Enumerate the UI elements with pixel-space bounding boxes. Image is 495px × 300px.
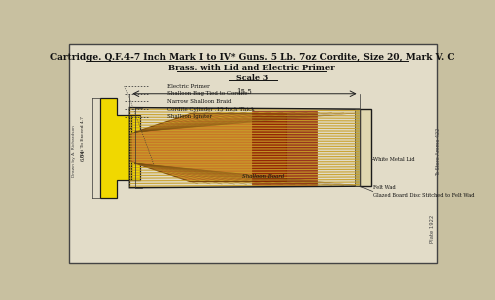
- Text: Drawn by A. Richardson: Drawn by A. Richardson: [72, 126, 76, 177]
- Text: Cartridge. Q.F.4-7 Inch Mark I to IV* Guns. 5 Lb. 7oz Cordite, Size 20, Mark V. : Cartridge. Q.F.4-7 Inch Mark I to IV* Gu…: [50, 53, 454, 62]
- Bar: [140, 140, 151, 155]
- Text: Shalloon Board: Shalloon Board: [242, 174, 285, 179]
- Polygon shape: [129, 128, 131, 167]
- Text: Brass. with Lid and Electric Primer: Brass. with Lid and Electric Primer: [168, 64, 335, 72]
- Text: Scale 3: Scale 3: [236, 74, 268, 82]
- Text: Shalloon Bag Tied to Cordite: Shalloon Bag Tied to Cordite: [167, 91, 248, 96]
- Text: Glazed Board Disc Stitched to Felt Wad: Glazed Board Disc Stitched to Felt Wad: [373, 193, 475, 198]
- Text: Shalloon Igniter: Shalloon Igniter: [167, 114, 212, 119]
- Text: To Store Ammo 422: To Store Ammo 422: [437, 128, 442, 176]
- Text: 6.04: 6.04: [81, 149, 86, 161]
- Text: Not To Exceed 4.7: Not To Exceed 4.7: [81, 116, 85, 157]
- Polygon shape: [100, 98, 131, 198]
- Text: White Metal Lid: White Metal Lid: [373, 157, 415, 162]
- Text: Narrow Shalloon Braid: Narrow Shalloon Braid: [167, 99, 232, 104]
- Text: Cordite Cylinder .15 Inch Thick: Cordite Cylinder .15 Inch Thick: [167, 106, 255, 112]
- Text: Electric Primer: Electric Primer: [167, 83, 210, 88]
- Polygon shape: [131, 115, 140, 180]
- Bar: [355, 109, 359, 186]
- Text: Felt Wad: Felt Wad: [373, 185, 396, 190]
- Polygon shape: [131, 114, 287, 182]
- Bar: [359, 109, 371, 186]
- Polygon shape: [252, 111, 317, 184]
- Bar: [131, 142, 140, 154]
- Text: Plate 1922: Plate 1922: [430, 214, 435, 243]
- Text: 15.5: 15.5: [237, 88, 252, 96]
